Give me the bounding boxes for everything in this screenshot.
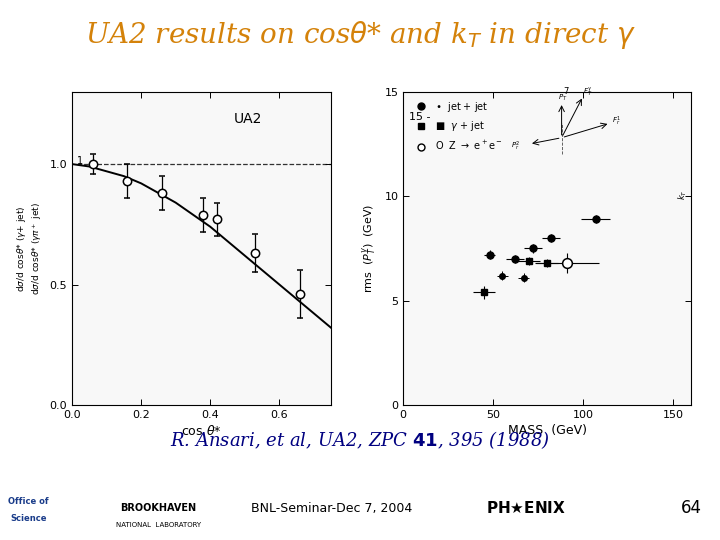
Text: $k_T$: $k_T$ xyxy=(677,189,689,200)
Text: 15 -: 15 - xyxy=(409,112,431,122)
Text: 7: 7 xyxy=(564,87,569,96)
Text: $F_T^\gamma$: $F_T^\gamma$ xyxy=(583,86,593,98)
X-axis label: cos $\theta$*: cos $\theta$* xyxy=(181,424,222,438)
Text: R. Ansari, et al, UA2, ZPC $\mathbf{41}$, 395 (1988): R. Ansari, et al, UA2, ZPC $\mathbf{41}$… xyxy=(170,429,550,451)
Text: $P_T$: $P_T$ xyxy=(558,93,567,103)
Text: BROOKHAVEN: BROOKHAVEN xyxy=(120,503,197,514)
Text: BNL-Seminar-Dec 7, 2004: BNL-Seminar-Dec 7, 2004 xyxy=(251,502,412,515)
Text: PH$\bigstar$ENIX: PH$\bigstar$ENIX xyxy=(486,501,565,516)
Text: NATIONAL  LABORATORY: NATIONAL LABORATORY xyxy=(116,522,201,528)
Text: 64: 64 xyxy=(680,500,702,517)
X-axis label: MASS  (GeV): MASS (GeV) xyxy=(508,424,587,437)
Legend: $\bullet$  jet + jet, $\blacksquare$  $\gamma$ + jet, O  Z $\rightarrow$ e$^+$e$: $\bullet$ jet + jet, $\blacksquare$ $\ga… xyxy=(408,97,506,156)
Text: UA2: UA2 xyxy=(234,112,263,126)
Text: Office of: Office of xyxy=(9,497,49,506)
Text: $F_r^1$: $F_r^1$ xyxy=(612,114,621,127)
Text: Science: Science xyxy=(11,515,47,523)
Text: 1: 1 xyxy=(77,156,84,166)
Text: $P_r^2$: $P_r^2$ xyxy=(511,139,521,153)
Y-axis label: d$\sigma$/d cos$\theta$* ($\gamma$+ jet)
d$\sigma$/d cos$\theta$* ($\gamma\pi^+$: d$\sigma$/d cos$\theta$* ($\gamma$+ jet)… xyxy=(15,202,44,295)
Y-axis label: rms  ($P_T^\gamma$)  (GeV): rms ($P_T^\gamma$) (GeV) xyxy=(361,204,379,293)
Text: UA2 results on cos$\theta$* and k$_T$ in direct $\gamma$: UA2 results on cos$\theta$* and k$_T$ in… xyxy=(84,19,636,51)
